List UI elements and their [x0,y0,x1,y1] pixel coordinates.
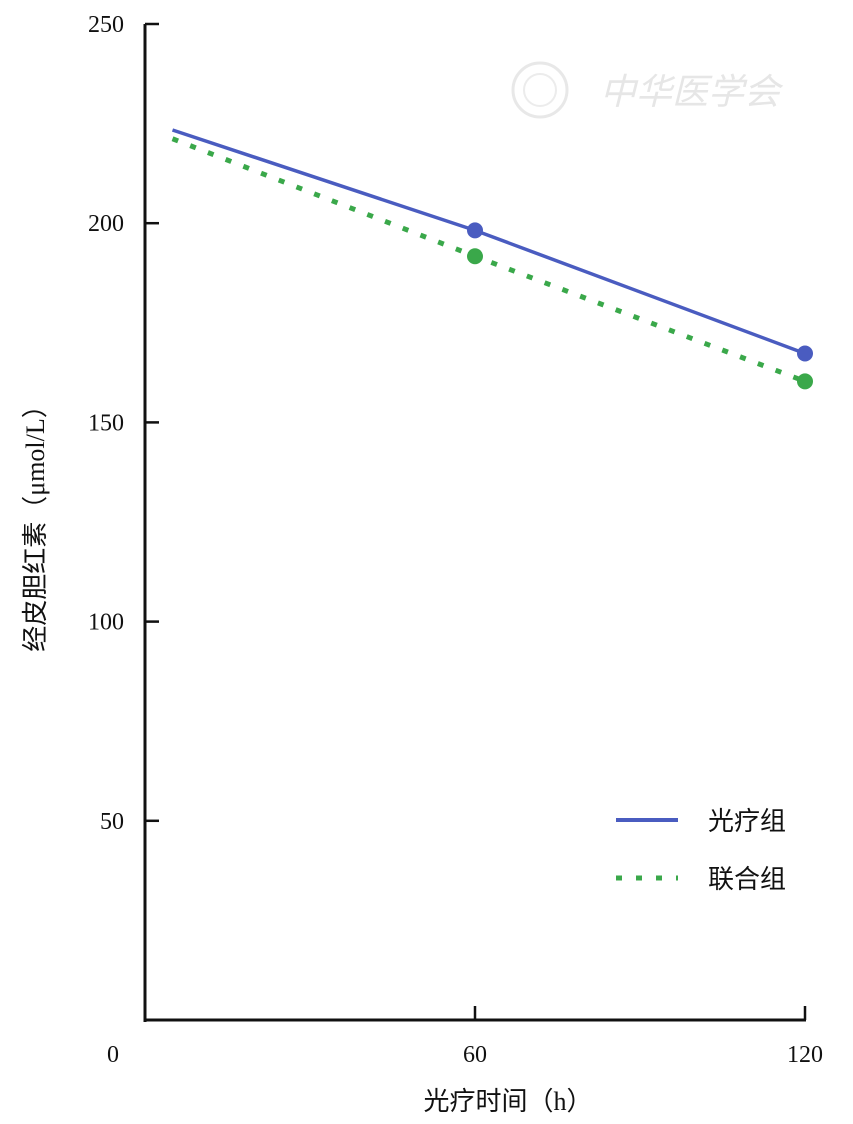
series-line-1 [171,136,806,384]
x-tick-label: 0 [107,1042,119,1068]
x-tick-label: 120 [787,1042,823,1068]
legend-label: 光疗组 [708,807,786,836]
x-axis-label: 光疗时间（h） [423,1087,592,1116]
x-tick-label: 60 [463,1042,487,1068]
data-point [797,373,813,390]
y-axis-label: 经皮胆红素（μmol/L） [21,392,50,652]
y-tick-label: 250 [88,12,124,38]
y-tick-label: 50 [100,809,124,835]
y-tick-label: 150 [88,410,124,436]
y-tick-label: 200 [88,211,124,237]
data-point [797,345,813,362]
watermark-text: 中华医学会 [600,72,784,112]
axes: 50 100 150 200 250 0 60 120 [88,12,823,1068]
data-point [467,248,483,265]
watermark [511,61,569,119]
legend-label: 联合组 [708,865,786,894]
series-layer [171,128,813,390]
data-point [467,222,483,239]
series-line-0 [171,128,806,356]
y-tick-label: 100 [88,610,124,636]
